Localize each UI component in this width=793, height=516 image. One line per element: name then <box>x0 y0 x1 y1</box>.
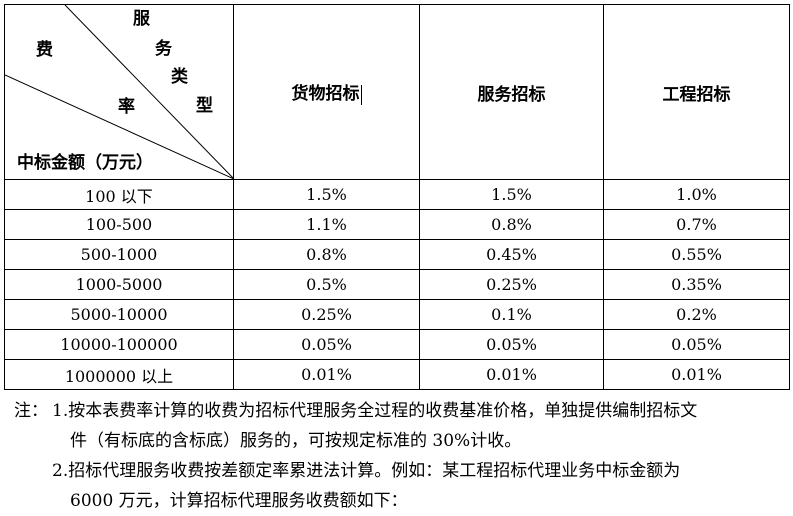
table-row: 5000-10000 0.25% 0.1% 0.2% <box>4 299 790 330</box>
diagonal-lines <box>5 5 234 179</box>
service-type-char-2: 务 <box>155 39 172 59</box>
header-row: 服 务 类 型 费 率 中标金额（万元） 货物招标 服务招标 工程招标 <box>4 4 790 180</box>
service-type-char-4: 型 <box>196 96 213 116</box>
engineering-rate-cell: 0.05% <box>603 329 790 360</box>
table-row: 1000000 以上 0.01% 0.01% 0.01% <box>4 359 790 390</box>
amount-range-cell: 5000-10000 <box>4 299 234 330</box>
engineering-rate-cell: 0.55% <box>603 239 790 270</box>
service-rate-cell: 0.01% <box>419 359 604 390</box>
amount-range-cell: 1000000 以上 <box>4 359 234 390</box>
amount-range-cell: 100 以下 <box>4 179 234 210</box>
fee-char: 费 <box>36 40 53 60</box>
service-rate-cell: 0.45% <box>419 239 604 270</box>
goods-rate-cell: 0.01% <box>233 359 420 390</box>
diagonal-header-cell: 服 务 类 型 费 率 中标金额（万元） <box>4 4 234 180</box>
engineering-rate-cell: 0.35% <box>603 269 790 300</box>
amount-label: 中标金额（万元） <box>17 153 153 173</box>
engineering-rate-cell: 0.7% <box>603 209 790 240</box>
note-2-line-2: 6000 万元，计算招标代理服务收费额如下： <box>70 491 408 511</box>
service-rate-cell: 0.05% <box>419 329 604 360</box>
note-2-line-1: 2.招标代理服务收费按差额定率累进法计算。例如：某工程招标代理业务中标金额为 <box>52 461 681 481</box>
table-row: 500-1000 0.8% 0.45% 0.55% <box>4 239 790 270</box>
goods-rate-cell: 1.1% <box>233 209 420 240</box>
amount-range-cell: 100-500 <box>4 209 234 240</box>
service-type-char-1: 服 <box>133 9 150 29</box>
column-header-service: 服务招标 <box>419 4 604 180</box>
service-rate-cell: 0.8% <box>419 209 604 240</box>
amount-range-cell: 1000-5000 <box>4 269 234 300</box>
service-rate-cell: 0.1% <box>419 299 604 330</box>
table-row: 1000-5000 0.5% 0.25% 0.35% <box>4 269 790 300</box>
engineering-rate-cell: 0.2% <box>603 299 790 330</box>
engineering-rate-cell: 0.01% <box>603 359 790 390</box>
note-1-line-2: 件（有标底的含标底）服务的，可按规定标准的 30%计收。 <box>70 431 522 451</box>
table-row: 10000-100000 0.05% 0.05% 0.05% <box>4 329 790 360</box>
note-1-line-1: 1.按本表费率计算的收费为招标代理服务全过程的收费基准价格，单独提供编制招标文 <box>52 401 698 421</box>
goods-rate-cell: 0.05% <box>233 329 420 360</box>
text-cursor <box>360 84 362 105</box>
service-type-char-3: 类 <box>171 67 188 87</box>
goods-rate-cell: 0.5% <box>233 269 420 300</box>
goods-rate-cell: 1.5% <box>233 179 420 210</box>
amount-range-cell: 10000-100000 <box>4 329 234 360</box>
rate-char: 率 <box>118 97 135 117</box>
table-row: 100-500 1.1% 0.8% 0.7% <box>4 209 790 240</box>
fee-rate-table: 服 务 类 型 费 率 中标金额（万元） 货物招标 服务招标 工程招标 100 … <box>4 4 790 390</box>
service-rate-cell: 0.25% <box>419 269 604 300</box>
goods-rate-cell: 0.25% <box>233 299 420 330</box>
table-row: 100 以下 1.5% 1.5% 1.0% <box>4 179 790 210</box>
amount-range-cell: 500-1000 <box>4 239 234 270</box>
engineering-rate-cell: 1.0% <box>603 179 790 210</box>
column-header-goods: 货物招标 <box>233 4 420 180</box>
goods-rate-cell: 0.8% <box>233 239 420 270</box>
column-header-engineering: 工程招标 <box>603 4 790 180</box>
notes-prefix: 注： <box>14 401 48 421</box>
service-rate-cell: 1.5% <box>419 179 604 210</box>
